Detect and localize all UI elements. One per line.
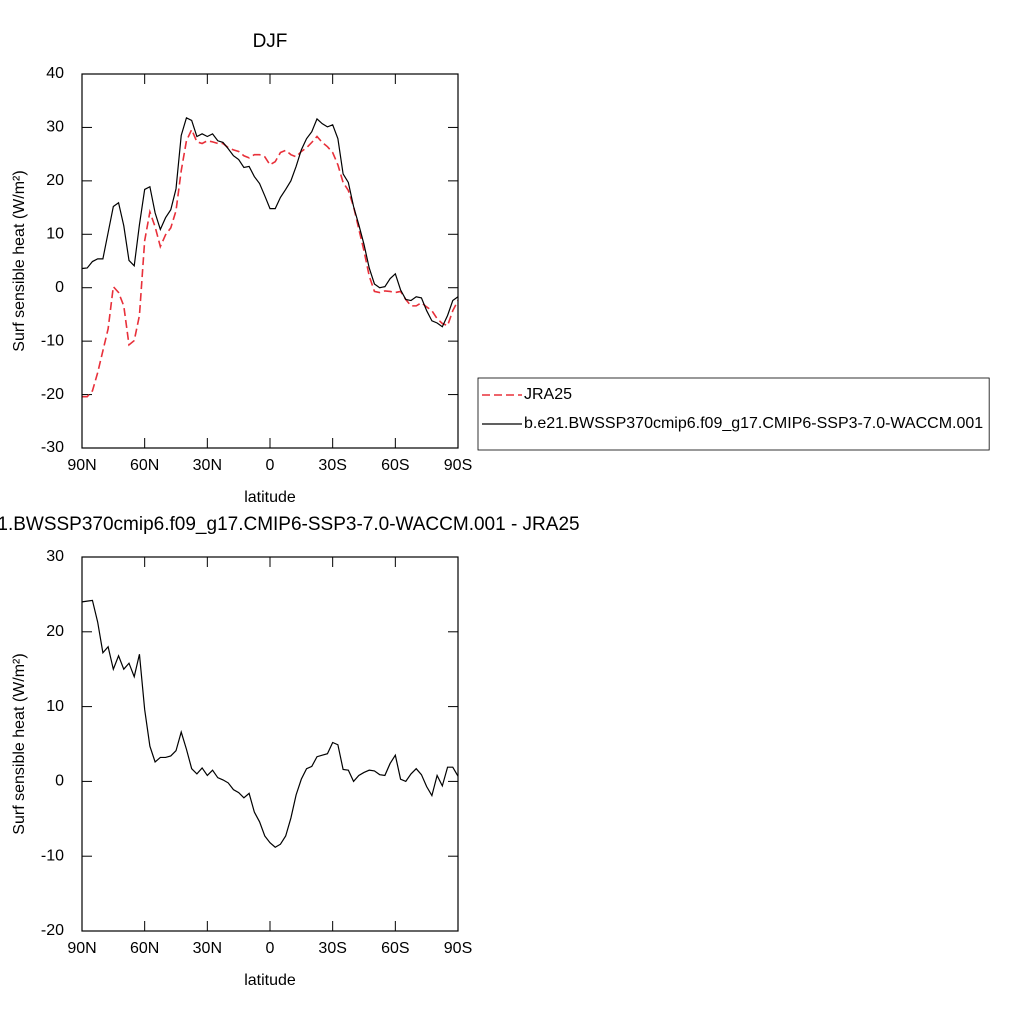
- x-tick-label: 30S: [318, 940, 346, 957]
- x-tick-label: 30N: [193, 457, 222, 474]
- y-tick-label: 10: [46, 226, 64, 243]
- y-tick-label: 30: [46, 119, 64, 136]
- y-tick-label: -20: [41, 386, 64, 403]
- y-tick-label: 0: [55, 773, 64, 790]
- legend-label: JRA25: [524, 386, 572, 403]
- x-axis-label: latitude: [244, 489, 296, 506]
- series-line: [82, 127, 459, 398]
- legend-label: b.e21.BWSSP370cmip6.f09_g17.CMIP6-SSP3-7…: [524, 415, 983, 432]
- y-tick-label: -10: [41, 332, 64, 349]
- legend-frame: [477, 377, 990, 451]
- y-tick-label: -10: [41, 847, 64, 864]
- series-line: [81, 116, 459, 328]
- x-tick-label: 0: [266, 457, 275, 474]
- y-axis-label: Surf sensible heat (W/m²): [11, 170, 28, 351]
- x-tick-label: 60N: [130, 940, 159, 957]
- y-tick-label: -20: [41, 922, 64, 939]
- y-tick-label: 20: [46, 623, 64, 640]
- x-tick-label: 90S: [444, 940, 472, 957]
- x-tick-label: 30S: [318, 457, 346, 474]
- y-tick-label: 40: [46, 65, 64, 82]
- x-tick-label: 60S: [381, 457, 409, 474]
- chart-title: DJF: [253, 31, 288, 52]
- x-tick-label: 90N: [67, 940, 96, 957]
- x-axis-label: latitude: [244, 972, 296, 989]
- x-tick-label: 90N: [67, 457, 96, 474]
- x-tick-label: 60N: [130, 457, 159, 474]
- y-tick-label: -30: [41, 439, 64, 456]
- plot-frame: [81, 73, 459, 449]
- chart-title: b.e21.BWSSP370cmip6.f09_g17.CMIP6-SSP3-7…: [0, 514, 580, 535]
- x-tick-label: 30N: [193, 940, 222, 957]
- y-tick-label: 20: [46, 172, 64, 189]
- x-tick-label: 90S: [444, 457, 472, 474]
- y-axis-label: Surf sensible heat (W/m²): [11, 653, 28, 834]
- series-line: [81, 599, 459, 848]
- y-tick-label: 10: [46, 698, 64, 715]
- legend: JRA25 b.e21.BWSSP370cmip6.f09_g17.CMIP6-S…: [477, 377, 990, 451]
- y-tick-label: 30: [46, 548, 64, 565]
- plot-frame: [81, 556, 459, 932]
- y-tick-label: 0: [55, 279, 64, 296]
- x-tick-label: 60S: [381, 940, 409, 957]
- x-tick-label: 0: [266, 940, 275, 957]
